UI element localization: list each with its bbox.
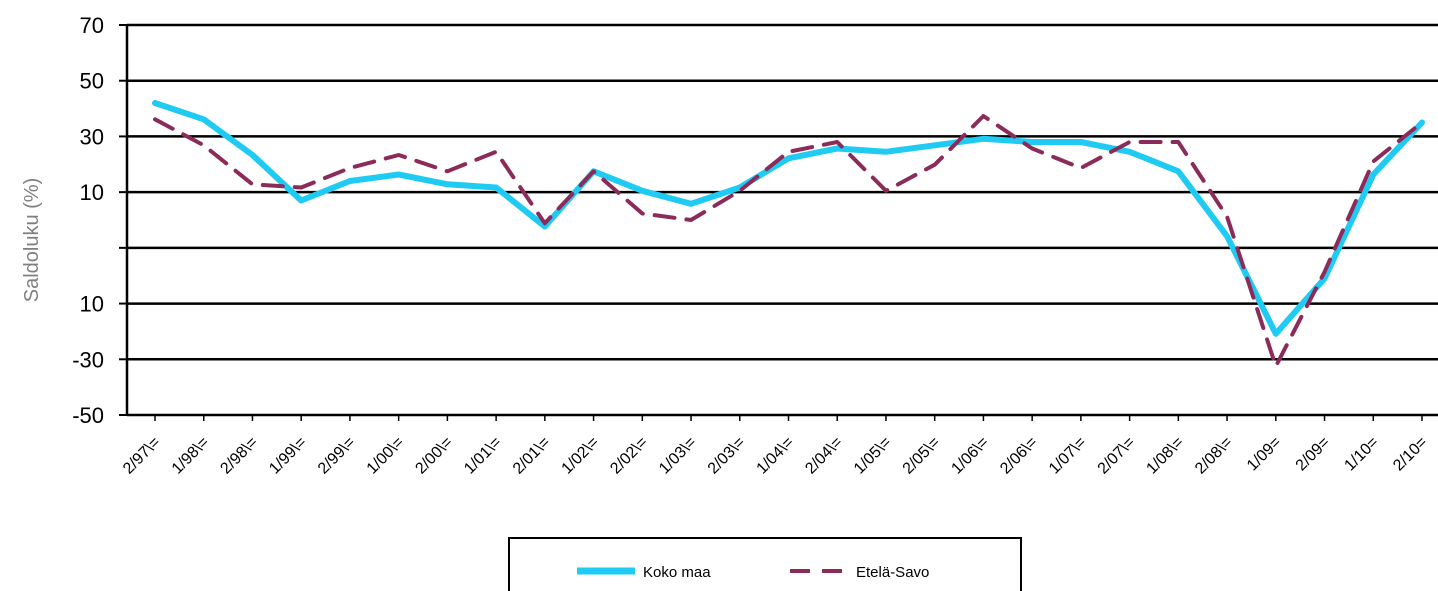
legend-label: Etelä-Savo	[856, 564, 929, 581]
x-tick-label: 2/05\=	[900, 434, 944, 478]
x-tick-label: 2/97\=	[120, 434, 164, 478]
legend: Koko maa Etelä-Savo	[508, 537, 1022, 591]
x-tick-label: 2/09=	[1293, 434, 1334, 475]
y-tick-label: 10	[80, 292, 104, 317]
series-1	[153, 114, 1424, 369]
x-tick-label: 2/00\=	[412, 434, 456, 478]
x-tick-label: 1/99\=	[266, 434, 310, 478]
legend-label: Koko maa	[643, 564, 711, 581]
x-tick-label: 2/10=	[1390, 434, 1431, 475]
x-tick-label: 2/04\=	[802, 434, 846, 478]
x-tick-label: 1/09=	[1244, 434, 1285, 475]
x-tick-label: 2/07\=	[1095, 434, 1139, 478]
x-tick-label: 1/02\=	[559, 434, 603, 478]
x-tick-label: 1/01\=	[461, 434, 505, 478]
series-0	[152, 100, 1425, 337]
x-tick-label: 1/06\=	[948, 434, 992, 478]
series-layer	[152, 100, 1425, 369]
series-line	[152, 100, 1425, 337]
x-tick-label: 1/98\=	[169, 434, 213, 478]
y-tick-label: 10	[80, 180, 104, 205]
x-tick-label: 1/07\=	[1046, 434, 1090, 478]
y-tick-label: 30	[80, 124, 104, 149]
x-tick-label: 2/08\=	[1192, 434, 1236, 478]
x-tick-label: 1/08\=	[1143, 434, 1187, 478]
gridlines	[127, 23, 1438, 361]
legend-box	[508, 537, 1022, 591]
x-tick-label: 1/10=	[1341, 434, 1382, 475]
y-tick-label: 70	[80, 13, 104, 38]
x-tick-label: 2/99\=	[315, 434, 359, 478]
x-tick-label: 2/06\=	[997, 434, 1041, 478]
y-axis-label: Saldoluku (%)	[21, 178, 43, 303]
x-tick-label: 2/01\=	[510, 434, 554, 478]
y-tick-label: 50	[80, 69, 104, 94]
x-axis-tick-labels: 2/97\= 1/98\= 2/98\= 1/99\= 2/99\= 1/00\= 2/00…	[120, 434, 1431, 478]
x-tick-label: 2/98\=	[217, 434, 261, 478]
x-tick-label: 1/05\=	[851, 434, 895, 478]
y-tick-label: -50	[72, 403, 104, 428]
y-axis-tick-labels: 70 50 30 10 10 -30 -50	[72, 13, 104, 428]
axes	[119, 24, 1438, 421]
x-tick-label: 1/04\=	[754, 434, 798, 478]
x-tick-label: 2/02\=	[607, 434, 651, 478]
x-tick-label: 1/00\=	[364, 434, 408, 478]
x-tick-label: 2/03\=	[705, 434, 749, 478]
series-line	[153, 114, 1424, 369]
x-tick-label: 1/03\=	[656, 434, 700, 478]
y-tick-label: -30	[72, 347, 104, 372]
